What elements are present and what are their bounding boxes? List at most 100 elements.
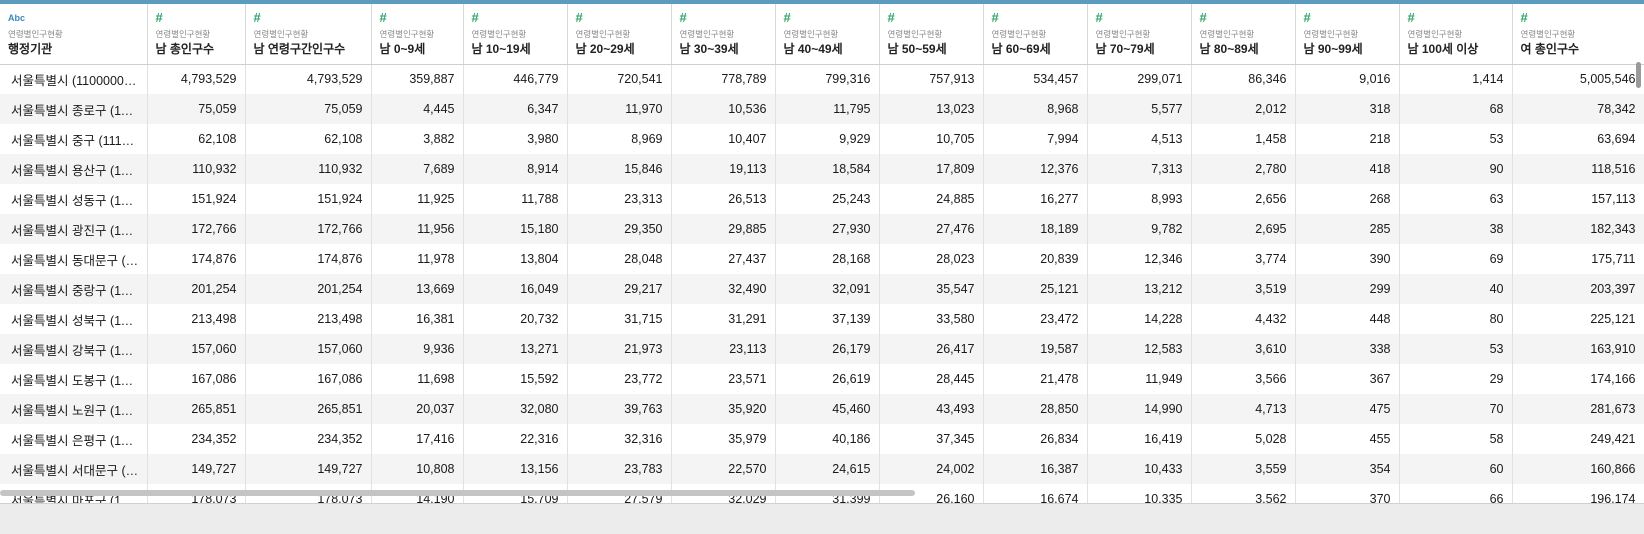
number-cell[interactable]: 23,472 [983, 304, 1088, 334]
number-cell[interactable]: 29,350 [567, 214, 672, 244]
number-cell[interactable]: 58 [1399, 424, 1513, 454]
number-cell[interactable]: 370 [1295, 484, 1400, 503]
number-cell[interactable]: 5,577 [1087, 94, 1192, 124]
number-cell[interactable]: 149,727 [245, 454, 372, 484]
number-cell[interactable]: 29,885 [671, 214, 776, 244]
number-cell[interactable]: 20,037 [371, 394, 464, 424]
number-cell[interactable]: 12,346 [1087, 244, 1192, 274]
number-cell[interactable]: 75,059 [245, 94, 372, 124]
number-cell[interactable]: 11,949 [1087, 364, 1192, 394]
number-cell[interactable]: 29 [1399, 364, 1513, 394]
number-cell[interactable]: 27,930 [775, 214, 880, 244]
number-cell[interactable]: 4,445 [371, 94, 464, 124]
number-cell[interactable]: 9,782 [1087, 214, 1192, 244]
region-cell[interactable]: 서울특별시 용산구 (111... [0, 154, 148, 184]
number-cell[interactable]: 285 [1295, 214, 1400, 244]
number-cell[interactable]: 32,490 [671, 274, 776, 304]
number-cell[interactable]: 11,978 [371, 244, 464, 274]
table-row[interactable]: 서울특별시 (11000000... 4,793,529 4,793,529 359,… [0, 64, 1644, 94]
number-cell[interactable]: 265,851 [245, 394, 372, 424]
number-cell[interactable]: 10,808 [371, 454, 464, 484]
number-cell[interactable]: 778,789 [671, 64, 776, 94]
number-cell[interactable]: 37,345 [879, 424, 984, 454]
number-cell[interactable]: 213,498 [147, 304, 246, 334]
number-cell[interactable]: 157,113 [1512, 184, 1644, 214]
number-cell[interactable]: 90 [1399, 154, 1513, 184]
number-cell[interactable]: 40,186 [775, 424, 880, 454]
number-cell[interactable]: 4,793,529 [147, 64, 246, 94]
number-cell[interactable]: 7,994 [983, 124, 1088, 154]
number-cell[interactable]: 28,023 [879, 244, 984, 274]
horizontal-scrollbar[interactable] [0, 490, 915, 496]
number-cell[interactable]: 163,910 [1512, 334, 1644, 364]
number-cell[interactable]: 151,924 [147, 184, 246, 214]
number-cell[interactable]: 63 [1399, 184, 1513, 214]
table-row[interactable]: 서울특별시 강북구 (113... 157,060 157,060 9,936 13,2… [0, 334, 1644, 364]
table-row[interactable]: 서울특별시 용산구 (111... 110,932 110,932 7,689 8,91… [0, 154, 1644, 184]
number-cell[interactable]: 78,342 [1512, 94, 1644, 124]
number-cell[interactable]: 8,968 [983, 94, 1088, 124]
number-cell[interactable]: 18,189 [983, 214, 1088, 244]
number-cell[interactable]: 10,433 [1087, 454, 1192, 484]
number-cell[interactable]: 53 [1399, 124, 1513, 154]
number-cell[interactable]: 26,160 [879, 484, 984, 503]
number-cell[interactable]: 175,711 [1512, 244, 1644, 274]
number-cell[interactable]: 4,513 [1087, 124, 1192, 154]
number-cell[interactable]: 26,513 [671, 184, 776, 214]
number-cell[interactable]: 157,060 [245, 334, 372, 364]
column-header[interactable]: # 연령별인구현황 남 80~89세 [1191, 4, 1296, 65]
number-cell[interactable]: 20,839 [983, 244, 1088, 274]
number-cell[interactable]: 22,316 [463, 424, 568, 454]
number-cell[interactable]: 37,139 [775, 304, 880, 334]
number-cell[interactable]: 32,080 [463, 394, 568, 424]
number-cell[interactable]: 201,254 [245, 274, 372, 304]
number-cell[interactable]: 28,445 [879, 364, 984, 394]
data-grid-container[interactable]: Abc 연령별인구현황 행정기관 # 연령별인구현황 남 총인구수 # 연령별인구현황 남 연령… [0, 0, 1644, 503]
number-cell[interactable]: 534,457 [983, 64, 1088, 94]
number-cell[interactable]: 720,541 [567, 64, 672, 94]
number-cell[interactable]: 359,887 [371, 64, 464, 94]
number-cell[interactable]: 11,795 [775, 94, 880, 124]
region-cell[interactable]: 서울특별시 성북구 (112... [0, 304, 148, 334]
number-cell[interactable]: 13,271 [463, 334, 568, 364]
number-cell[interactable]: 151,924 [245, 184, 372, 214]
column-header[interactable]: # 연령별인구현황 남 60~69세 [983, 4, 1088, 65]
region-cell[interactable]: 서울특별시 도봉구 (113... [0, 364, 148, 394]
number-cell[interactable]: 110,932 [245, 154, 372, 184]
number-cell[interactable]: 757,913 [879, 64, 984, 94]
number-cell[interactable]: 13,669 [371, 274, 464, 304]
number-cell[interactable]: 29,217 [567, 274, 672, 304]
number-cell[interactable]: 15,180 [463, 214, 568, 244]
column-header[interactable]: # 연령별인구현황 남 30~39세 [671, 4, 776, 65]
number-cell[interactable]: 25,243 [775, 184, 880, 214]
number-cell[interactable]: 62,108 [245, 124, 372, 154]
number-cell[interactable]: 28,168 [775, 244, 880, 274]
number-cell[interactable]: 26,179 [775, 334, 880, 364]
number-cell[interactable]: 446,779 [463, 64, 568, 94]
number-cell[interactable]: 31,715 [567, 304, 672, 334]
number-cell[interactable]: 799,316 [775, 64, 880, 94]
number-cell[interactable]: 21,478 [983, 364, 1088, 394]
column-header[interactable]: # 연령별인구현황 남 10~19세 [463, 4, 568, 65]
number-cell[interactable]: 4,432 [1191, 304, 1296, 334]
number-cell[interactable]: 86,346 [1191, 64, 1296, 94]
number-cell[interactable]: 68 [1399, 94, 1513, 124]
number-cell[interactable]: 475 [1295, 394, 1400, 424]
number-cell[interactable]: 160,866 [1512, 454, 1644, 484]
number-cell[interactable]: 11,970 [567, 94, 672, 124]
number-cell[interactable]: 70 [1399, 394, 1513, 424]
number-cell[interactable]: 172,766 [245, 214, 372, 244]
number-cell[interactable]: 167,086 [245, 364, 372, 394]
number-cell[interactable]: 32,316 [567, 424, 672, 454]
number-cell[interactable]: 268 [1295, 184, 1400, 214]
number-cell[interactable]: 21,973 [567, 334, 672, 364]
number-cell[interactable]: 35,547 [879, 274, 984, 304]
number-cell[interactable]: 11,925 [371, 184, 464, 214]
number-cell[interactable]: 16,277 [983, 184, 1088, 214]
number-cell[interactable]: 172,766 [147, 214, 246, 244]
number-cell[interactable]: 12,583 [1087, 334, 1192, 364]
number-cell[interactable]: 225,121 [1512, 304, 1644, 334]
number-cell[interactable]: 10,705 [879, 124, 984, 154]
number-cell[interactable]: 22,570 [671, 454, 776, 484]
number-cell[interactable]: 80 [1399, 304, 1513, 334]
